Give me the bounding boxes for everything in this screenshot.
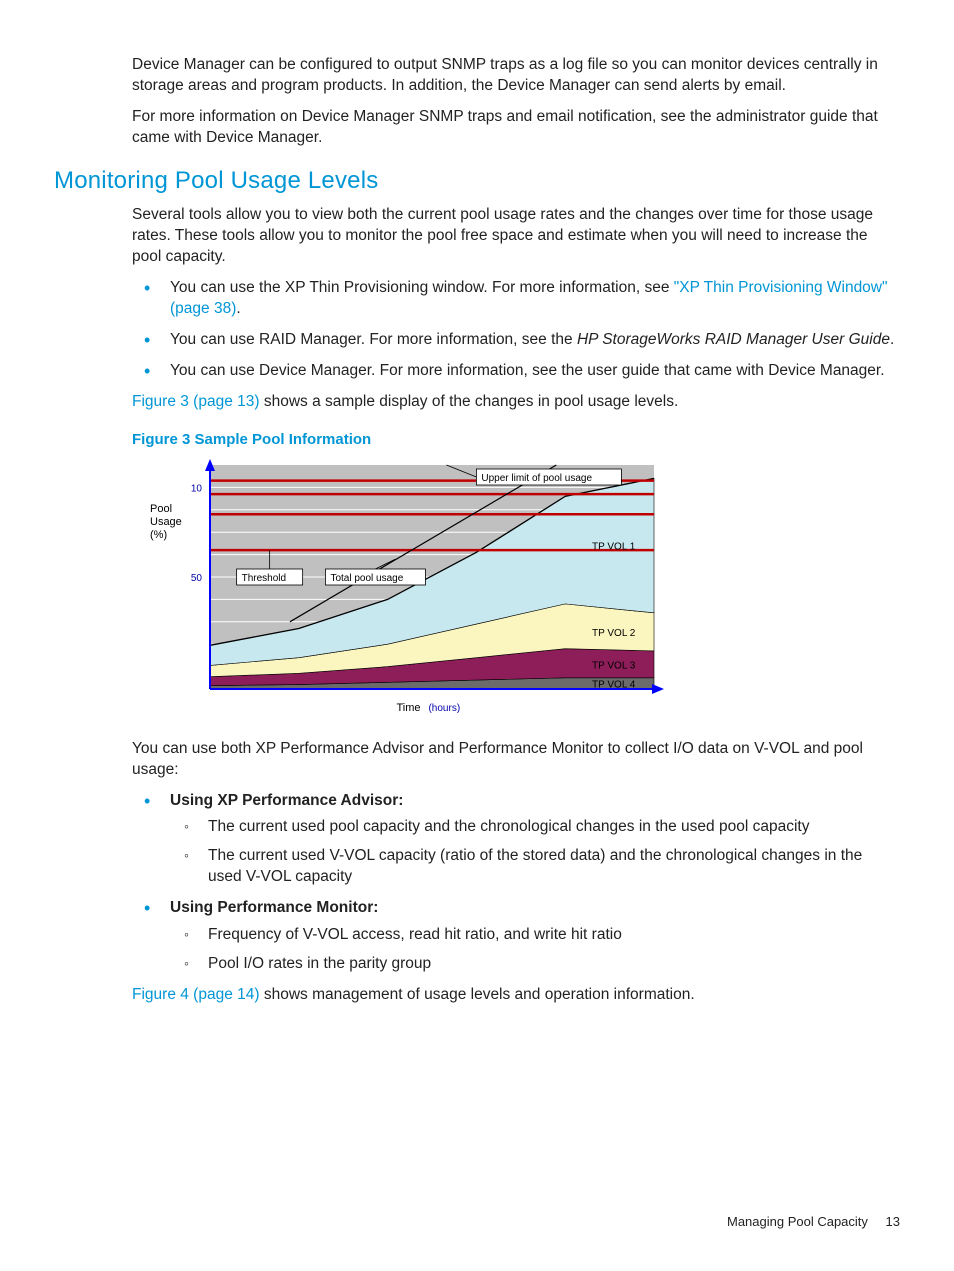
tools-item-xp-pre: You can use the XP Thin Provisioning win… (170, 279, 674, 296)
perf-advisor-sublist: The current used pool capacity and the c… (170, 817, 900, 888)
tools-item-xp-post: . (236, 300, 240, 317)
intro-block: Device Manager can be configured to outp… (132, 55, 900, 149)
tools-item-devmgr-text: You can use Device Manager. For more inf… (170, 362, 885, 379)
perf-item-monitor: Using Performance Monitor: Frequency of … (132, 898, 900, 975)
perf-monitor-sublist: Frequency of V-VOL access, read hit rati… (170, 925, 900, 975)
perf-monitor-sub-1: Frequency of V-VOL access, read hit rati… (170, 925, 900, 946)
tools-item-xp: You can use the XP Thin Provisioning win… (132, 278, 900, 320)
svg-text:TP VOL 4: TP VOL 4 (592, 679, 636, 690)
svg-text:(hours): (hours) (428, 703, 460, 714)
figure-3: 10 50 PoolUsage(%) Time (hours) Upper limit o… (132, 457, 900, 717)
footer-page-number: 13 (886, 1214, 900, 1229)
section-title: Monitoring Pool Usage Levels (54, 165, 900, 197)
svg-text:10: 10 (191, 483, 203, 494)
intro-p2: For more information on Device Manager S… (132, 107, 900, 149)
pool-usage-chart: 10 50 PoolUsage(%) Time (hours) Upper limit o… (132, 457, 672, 717)
tools-item-raid: You can use RAID Manager. For more infor… (132, 330, 900, 351)
after-fig-p1: You can use both XP Performance Advisor … (132, 739, 900, 781)
tools-list: You can use the XP Thin Provisioning win… (132, 278, 900, 382)
page: Device Manager can be configured to outp… (0, 0, 954, 1271)
svg-text:TP VOL 1: TP VOL 1 (592, 541, 636, 552)
section-body: Several tools allow you to view both the… (132, 205, 900, 1006)
section-p1: Several tools allow you to view both the… (132, 205, 900, 268)
perf-item-monitor-title: Using Performance Monitor: (170, 899, 378, 916)
svg-text:TP VOL 2: TP VOL 2 (592, 628, 636, 639)
tools-item-devmgr: You can use Device Manager. For more inf… (132, 361, 900, 382)
perf-advisor-sub-2: The current used V-VOL capacity (ratio o… (170, 846, 900, 888)
perf-item-advisor: Using XP Performance Advisor: The curren… (132, 791, 900, 889)
link-figure-4[interactable]: Figure 4 (page 14) (132, 986, 260, 1003)
intro-p1: Device Manager can be configured to outp… (132, 55, 900, 97)
svg-text:Time: Time (396, 702, 420, 714)
perf-monitor-sub-2: Pool I/O rates in the parity group (170, 954, 900, 975)
footer-label: Managing Pool Capacity (727, 1214, 868, 1229)
svg-text:(%): (%) (150, 529, 167, 541)
svg-text:Pool: Pool (150, 503, 172, 515)
figure-ref-tail: shows a sample display of the changes in… (260, 393, 679, 410)
perf-list: Using XP Performance Advisor: The curren… (132, 791, 900, 975)
closing-tail: shows management of usage levels and ope… (260, 986, 695, 1003)
link-figure-3[interactable]: Figure 3 (page 13) (132, 393, 260, 410)
svg-text:Usage: Usage (150, 516, 182, 528)
figure-ref-line: Figure 3 (page 13) shows a sample displa… (132, 392, 900, 413)
perf-item-advisor-title: Using XP Performance Advisor: (170, 792, 403, 809)
closing-line: Figure 4 (page 14) shows management of u… (132, 985, 900, 1006)
page-footer: Managing Pool Capacity 13 (727, 1213, 900, 1231)
svg-text:TP VOL 3: TP VOL 3 (592, 660, 636, 671)
svg-text:Total pool usage: Total pool usage (330, 573, 403, 584)
figure-3-caption: Figure 3 Sample Pool Information (132, 430, 900, 450)
perf-advisor-sub-1: The current used pool capacity and the c… (170, 817, 900, 838)
svg-text:Threshold: Threshold (242, 573, 286, 584)
tools-item-raid-pre: You can use RAID Manager. For more infor… (170, 331, 577, 348)
svg-text:50: 50 (191, 573, 203, 584)
tools-item-raid-post: . (890, 331, 894, 348)
tools-item-raid-italic: HP StorageWorks RAID Manager User Guide (577, 331, 890, 348)
svg-text:Upper limit of pool usage: Upper limit of pool usage (481, 473, 592, 484)
